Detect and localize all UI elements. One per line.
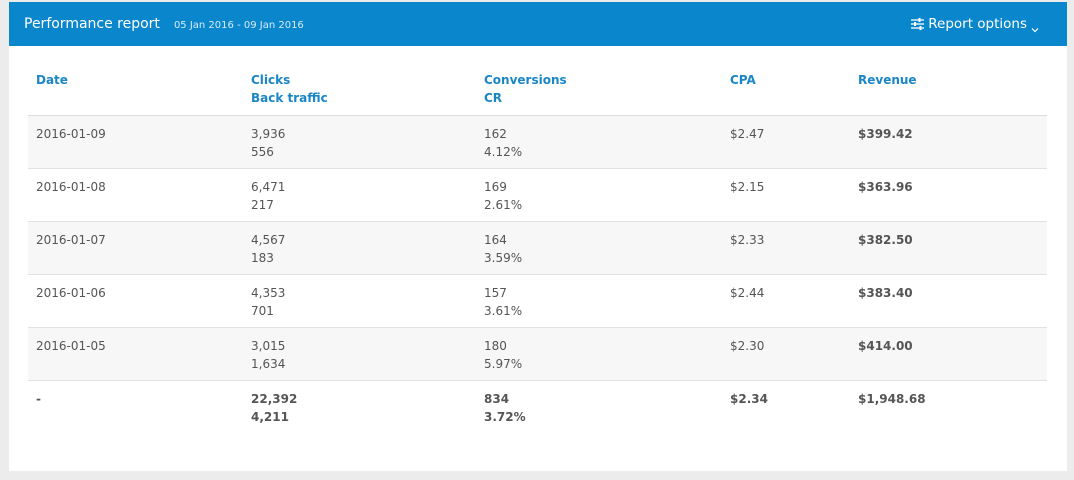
cr-value: 3.61% bbox=[484, 303, 523, 318]
cell-date: 2016-01-05 bbox=[28, 327, 243, 381]
cell-clicks: 3,015 1,634 bbox=[243, 327, 476, 381]
cr-value: 2.61% bbox=[484, 197, 523, 212]
table-row: 2016-01-07 4,567 183 164 3.59% $2.33 $382.… bbox=[28, 221, 1047, 275]
conversions-value: 157 bbox=[484, 285, 507, 300]
table-row: 2016-01-08 6,471 217 169 2.61% $2.15 $363.… bbox=[28, 168, 1047, 222]
column-header-revenue-label: Revenue bbox=[858, 73, 917, 87]
cell-clicks: 4,353 701 bbox=[243, 274, 476, 328]
total-date: - bbox=[36, 391, 41, 406]
total-clicks-value: 22,392 bbox=[251, 391, 298, 406]
column-header-conversions[interactable]: Conversions CR bbox=[476, 62, 722, 116]
total-cpa: $2.34 bbox=[730, 391, 768, 406]
cr-value: 4.12% bbox=[484, 144, 523, 159]
total-conversions-value: 834 bbox=[484, 391, 510, 406]
cell-revenue: $399.42 bbox=[850, 115, 1047, 169]
cr-value: 3.59% bbox=[484, 250, 523, 265]
cell-cpa: $2.33 bbox=[722, 221, 850, 275]
cell-date: 2016-01-07 bbox=[28, 221, 243, 275]
total-clicks: 22,392 4,211 bbox=[243, 380, 476, 433]
cell-conversions: 164 3.59% bbox=[476, 221, 722, 275]
date-range: 05 Jan 2016 - 09 Jan 2016 bbox=[173, 19, 304, 31]
column-header-cpa-label: CPA bbox=[730, 73, 756, 87]
performance-report-panel: Performance report 05 Jan 2016 - 09 Jan … bbox=[9, 2, 1067, 471]
cell-revenue: $363.96 bbox=[850, 168, 1047, 222]
clicks-value: 3,015 bbox=[251, 338, 286, 353]
column-header-date[interactable]: Date bbox=[28, 62, 243, 116]
table-total-row: - 22,392 4,211 834 3.72% $2.34 $1,948.68 bbox=[28, 380, 1047, 433]
column-header-clicks-label: Clicks bbox=[251, 73, 291, 87]
cell-clicks: 6,471 217 bbox=[243, 168, 476, 222]
chevron-down-icon bbox=[1031, 21, 1039, 33]
back-traffic-value: 183 bbox=[251, 250, 274, 265]
cell-revenue: $383.40 bbox=[850, 274, 1047, 328]
conversions-value: 164 bbox=[484, 232, 507, 247]
clicks-value: 4,353 bbox=[251, 285, 286, 300]
back-traffic-value: 1,634 bbox=[251, 356, 286, 371]
cell-cpa: $2.44 bbox=[722, 274, 850, 328]
sliders-icon bbox=[911, 18, 925, 30]
cell-date: 2016-01-09 bbox=[28, 115, 243, 169]
cell-clicks: 4,567 183 bbox=[243, 221, 476, 275]
cell-conversions: 162 4.12% bbox=[476, 115, 722, 169]
clicks-value: 3,936 bbox=[251, 126, 286, 141]
back-traffic-value: 701 bbox=[251, 303, 274, 318]
table-row: 2016-01-05 3,015 1,634 180 5.97% $2.30 $41… bbox=[28, 327, 1047, 381]
clicks-value: 4,567 bbox=[251, 232, 286, 247]
back-traffic-value: 556 bbox=[251, 144, 274, 159]
cell-conversions: 169 2.61% bbox=[476, 168, 722, 222]
cell-revenue: $382.50 bbox=[850, 221, 1047, 275]
cell-conversions: 157 3.61% bbox=[476, 274, 722, 328]
panel-header: Performance report 05 Jan 2016 - 09 Jan … bbox=[9, 2, 1067, 46]
report-table: Date Clicks Back traffic Conversions CR … bbox=[28, 62, 1047, 433]
column-header-cpa[interactable]: CPA bbox=[722, 62, 850, 116]
column-header-revenue[interactable]: Revenue bbox=[850, 62, 1047, 116]
back-traffic-value: 217 bbox=[251, 197, 274, 212]
table-row: 2016-01-06 4,353 701 157 3.61% $2.44 $383.… bbox=[28, 274, 1047, 328]
table-row: 2016-01-09 3,936 556 162 4.12% $2.47 $399.… bbox=[28, 115, 1047, 169]
total-conversions: 834 3.72% bbox=[476, 380, 722, 433]
conversions-value: 162 bbox=[484, 126, 507, 141]
column-header-back-traffic-label: Back traffic bbox=[251, 91, 328, 105]
cell-date: 2016-01-06 bbox=[28, 274, 243, 328]
cell-cpa: $2.47 bbox=[722, 115, 850, 169]
total-back-traffic-value: 4,211 bbox=[251, 409, 289, 424]
cr-value: 5.97% bbox=[484, 356, 523, 371]
conversions-value: 180 bbox=[484, 338, 507, 353]
cell-cpa: $2.30 bbox=[722, 327, 850, 381]
column-header-date-label: Date bbox=[36, 73, 68, 87]
cell-date: 2016-01-08 bbox=[28, 168, 243, 222]
column-header-clicks[interactable]: Clicks Back traffic bbox=[243, 62, 476, 116]
total-revenue: $1,948.68 bbox=[858, 391, 926, 406]
cell-cpa: $2.15 bbox=[722, 168, 850, 222]
total-cr-value: 3.72% bbox=[484, 409, 526, 424]
report-options-label: Report options bbox=[928, 16, 1027, 32]
table-header-row: Date Clicks Back traffic Conversions CR … bbox=[28, 62, 1047, 116]
report-options-button[interactable]: Report options bbox=[911, 16, 1039, 33]
panel-title: Performance report bbox=[24, 16, 160, 32]
cell-conversions: 180 5.97% bbox=[476, 327, 722, 381]
clicks-value: 6,471 bbox=[251, 179, 286, 194]
column-header-conversions-label: Conversions bbox=[484, 73, 567, 87]
conversions-value: 169 bbox=[484, 179, 507, 194]
cell-revenue: $414.00 bbox=[850, 327, 1047, 381]
column-header-cr-label: CR bbox=[484, 91, 503, 105]
cell-clicks: 3,936 556 bbox=[243, 115, 476, 169]
report-table-container: Date Clicks Back traffic Conversions CR … bbox=[28, 62, 1047, 433]
